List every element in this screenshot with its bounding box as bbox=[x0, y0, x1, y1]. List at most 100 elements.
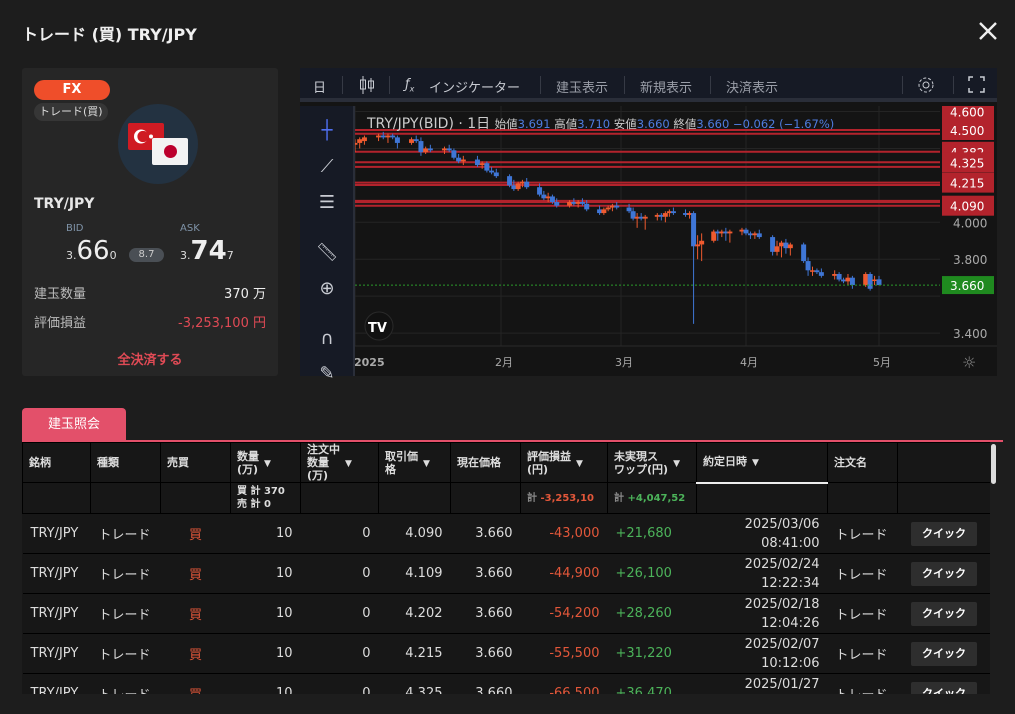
pending-cell: 0 bbox=[300, 633, 379, 674]
side-cell: 買 bbox=[160, 633, 231, 674]
quick-button[interactable]: クイック bbox=[911, 641, 977, 666]
totals-row: 買 計 370 売 計 0 計 -3,253,10 計 +4,047,52 bbox=[22, 482, 990, 514]
table-row[interactable]: TRY/JPY トレード 買 10 0 4.215 3.660 -55,500 … bbox=[22, 633, 990, 674]
sort-icon[interactable]: ▼ bbox=[673, 458, 680, 469]
crosshair-icon[interactable]: ┼ bbox=[321, 120, 333, 141]
column-header[interactable]: 注文中 数量 (万)▼ bbox=[300, 442, 379, 483]
candle bbox=[355, 142, 358, 145]
drawing-toolbar: ┼ ⟋ ☰ 📏︎ ⊕ ∩ ✎ bbox=[300, 106, 355, 384]
quick-button[interactable]: クイック bbox=[911, 561, 977, 586]
pencil-icon[interactable]: ✎ bbox=[319, 363, 335, 384]
sort-icon[interactable]: ▼ bbox=[423, 458, 430, 469]
positions-table: 銘柄 種類 売買 数量 (万) ▼ 注文中 数量 (万)▼ 取引価 格 ▼ 現在価格 評価損益 (… bbox=[22, 442, 990, 694]
close-icon[interactable] bbox=[975, 18, 1001, 44]
candle bbox=[756, 233, 762, 238]
candle bbox=[810, 270, 815, 272]
current-price-cell: 3.660 bbox=[450, 553, 521, 594]
candle bbox=[691, 213, 697, 247]
candle bbox=[683, 213, 689, 215]
fx-icon[interactable]: ƒx bbox=[405, 77, 415, 94]
candle bbox=[638, 216, 644, 219]
japan-flag-icon bbox=[152, 138, 188, 165]
trade-price-cell: 4.202 bbox=[378, 593, 451, 634]
candle bbox=[699, 240, 705, 245]
candle bbox=[427, 148, 433, 151]
table-scrollbar[interactable] bbox=[990, 442, 998, 694]
tab-positions[interactable]: 建玉照会 bbox=[22, 408, 126, 441]
table-row[interactable]: TRY/JPY トレード 買 10 0 4.325 3.660 -66,500 … bbox=[22, 673, 990, 694]
quick-button[interactable]: クイック bbox=[911, 601, 977, 626]
candle-type-icon[interactable] bbox=[358, 75, 376, 99]
sort-icon[interactable]: ▼ bbox=[264, 458, 271, 469]
indicators-button[interactable]: インジケーター bbox=[429, 81, 521, 96]
pl-cell: -44,900 bbox=[520, 553, 608, 594]
quick-button[interactable]: クイック bbox=[911, 521, 977, 546]
fullscreen-icon[interactable] bbox=[968, 76, 985, 97]
side-cell: 買 bbox=[160, 673, 231, 694]
close-all-button[interactable]: 全決済する bbox=[117, 353, 183, 368]
candle bbox=[484, 163, 490, 171]
current-price-cell: 3.660 bbox=[450, 513, 521, 554]
column-header[interactable]: 約定日時 ▼ bbox=[696, 442, 828, 484]
show-settle-button[interactable]: 決済表示 bbox=[726, 81, 779, 96]
datetime-cell: 2025/02/18 12:04:26 bbox=[696, 593, 828, 634]
column-header: 現在価格 bbox=[450, 442, 521, 483]
table-row[interactable]: TRY/JPY トレード 買 10 0 4.109 3.660 -44,900 … bbox=[22, 553, 990, 594]
candle bbox=[739, 229, 745, 232]
trade-price-cell: 4.090 bbox=[378, 513, 451, 554]
price-chart[interactable]: TRY/JPY(BID) · 1日 始値3.691 高値3.710 安値3.66… bbox=[355, 106, 997, 376]
candle bbox=[605, 207, 611, 210]
ruler-icon[interactable]: 📏︎ bbox=[315, 242, 339, 263]
zoom-in-icon[interactable]: ⊕ bbox=[319, 278, 335, 299]
order-name-cell: トレード bbox=[827, 553, 898, 594]
show-positions-button[interactable]: 建玉表示 bbox=[556, 81, 609, 96]
candle bbox=[376, 135, 382, 138]
column-header[interactable]: 取引価 格 ▼ bbox=[378, 442, 451, 483]
column-header: 注文名 bbox=[827, 442, 898, 483]
magnet-icon[interactable]: ∩ bbox=[320, 328, 334, 349]
column-header[interactable]: 評価損益 (円) ▼ bbox=[520, 442, 608, 483]
order-name-cell: トレード bbox=[827, 513, 898, 554]
kind-cell: トレード bbox=[90, 513, 161, 554]
side-cell: 買 bbox=[160, 513, 231, 554]
candle bbox=[867, 274, 873, 289]
fib-lines-icon[interactable]: ☰ bbox=[318, 192, 336, 213]
quick-button[interactable]: クイック bbox=[911, 681, 977, 694]
candle bbox=[571, 202, 577, 204]
candle bbox=[666, 211, 672, 214]
sort-icon[interactable]: ▼ bbox=[345, 458, 352, 469]
current-price-cell: 3.660 bbox=[450, 633, 521, 674]
candle bbox=[743, 229, 749, 234]
table-row[interactable]: TRY/JPY トレード 買 10 0 4.090 3.660 -43,000 … bbox=[22, 513, 990, 554]
candle bbox=[446, 148, 452, 151]
swap-cell: +36,470 bbox=[607, 673, 697, 694]
sort-icon[interactable]: ▼ bbox=[576, 458, 583, 469]
current-price-cell: 3.660 bbox=[450, 593, 521, 634]
x-tick-label: 5月 bbox=[873, 356, 891, 369]
candle bbox=[849, 277, 855, 286]
ask-price: 3.747 bbox=[180, 236, 234, 266]
candle bbox=[545, 196, 551, 199]
column-header[interactable]: 未実現ス ワップ(円) ▼ bbox=[607, 442, 697, 483]
interval-button[interactable]: 日 bbox=[313, 81, 327, 96]
candle bbox=[515, 183, 521, 190]
candle bbox=[390, 135, 396, 138]
candle bbox=[380, 135, 386, 138]
candle bbox=[719, 231, 725, 234]
candle bbox=[670, 211, 676, 214]
candle bbox=[836, 274, 842, 280]
column-header[interactable]: 数量 (万) ▼ bbox=[230, 442, 301, 483]
trendline-icon[interactable]: ⟋ bbox=[320, 156, 334, 177]
order-name-cell: トレード bbox=[827, 673, 898, 694]
chart-panel: 日 ƒx インジケーター 建玉表示 新規表示 決済表示 ┼ ⟋ ☰ 📏︎ ⊕ ∩… bbox=[300, 68, 997, 384]
swap-cell: +26,100 bbox=[607, 553, 697, 594]
table-row[interactable]: TRY/JPY トレード 買 10 0 4.202 3.660 -54,200 … bbox=[22, 593, 990, 634]
candle bbox=[493, 172, 499, 177]
sort-icon[interactable]: ▼ bbox=[752, 457, 759, 468]
position-price-tag bbox=[942, 106, 994, 122]
candle bbox=[774, 246, 780, 252]
show-new-button[interactable]: 新規表示 bbox=[640, 81, 693, 96]
symbol-cell: TRY/JPY bbox=[22, 633, 91, 674]
settings-gear-icon[interactable] bbox=[916, 75, 936, 99]
candle bbox=[752, 233, 758, 236]
